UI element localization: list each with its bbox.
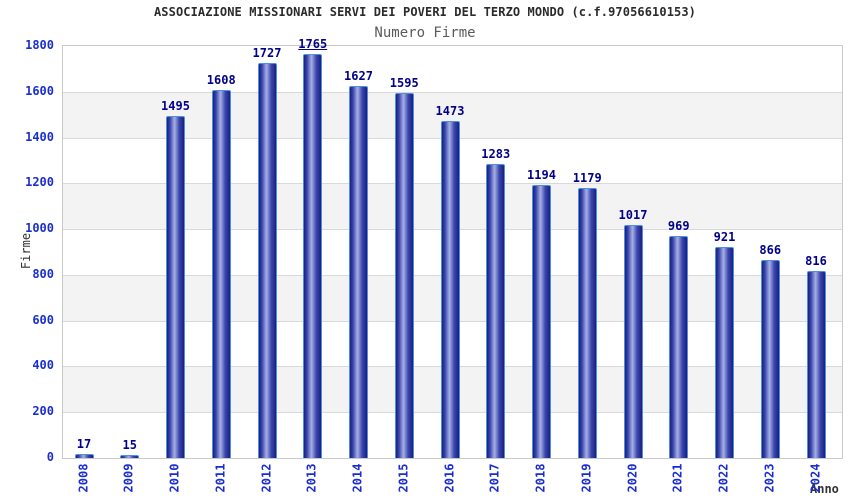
bar-value-label: 1595 [389, 75, 419, 90]
x-tick-label: 2009 [121, 463, 136, 493]
x-tick-label: 2014 [350, 463, 365, 493]
bar [74, 454, 94, 458]
y-tick-label: 1200 [25, 175, 54, 190]
y-tick-label: 200 [32, 404, 54, 419]
plot-area: 17 15 1495 1608 1727 1765 1627 1595 1473 1283 1194… [62, 37, 843, 459]
bar [120, 454, 140, 458]
bar-value-label: 15 [122, 437, 137, 452]
bar-value-label: 866 [759, 242, 782, 257]
bar [532, 184, 551, 458]
x-tick-label: 2022 [716, 463, 731, 493]
bar [349, 85, 368, 458]
bar-value-label: 1473 [435, 103, 465, 118]
y-tick-label: 1800 [25, 38, 54, 52]
x-tick-label: 2012 [259, 463, 273, 493]
x-axis-label: Anno [810, 482, 839, 496]
bar [257, 62, 277, 458]
bar [623, 225, 643, 458]
x-tick-label: 2013 [304, 463, 319, 493]
bar-value-label: 17 [76, 437, 92, 452]
y-tick-label: 1600 [25, 83, 54, 98]
y-tick-label: 0 [46, 450, 54, 464]
bar [806, 271, 826, 458]
x-tick-label: 2016 [442, 463, 456, 493]
chart-subtitle: Numero Firme [374, 25, 476, 41]
bar [166, 115, 185, 458]
y-tick-label: 600 [32, 312, 54, 327]
bar [577, 188, 597, 458]
bar [394, 92, 414, 458]
bar-value-label: 1765 [298, 37, 328, 52]
bar-value-label: 1608 [206, 72, 236, 87]
bar-value-label: 816 [805, 254, 827, 269]
bar [486, 164, 506, 458]
bar [760, 259, 780, 458]
x-tick-label: 2020 [625, 463, 639, 493]
x-tick-label: 2008 [76, 463, 90, 493]
x-tick-label: 2018 [533, 463, 548, 493]
bar [440, 120, 460, 458]
x-tick-label: 2023 [762, 463, 777, 493]
bar [211, 89, 231, 458]
x-tick-label: 2017 [487, 463, 502, 493]
gridline [63, 91, 842, 93]
bar-value-label: 1283 [481, 147, 511, 162]
bar [669, 236, 689, 458]
x-tick-label: 2015 [396, 463, 411, 493]
bar [715, 247, 734, 458]
bar-value-label: 1179 [572, 171, 602, 186]
bar-value-label: 1627 [344, 68, 373, 83]
y-tick-label: 1000 [25, 221, 54, 236]
x-tick-label: 2021 [670, 463, 685, 493]
bar-value-label: 1017 [618, 208, 648, 223]
y-tick-label: 800 [32, 266, 54, 281]
x-tick-label: 2024 [808, 463, 822, 493]
bar-value-label: 1194 [527, 167, 556, 182]
bar-value-label: 1727 [252, 45, 282, 60]
bar [303, 54, 323, 458]
bar-value-label: 969 [667, 219, 690, 234]
bar-value-label: 1495 [161, 98, 190, 113]
chart-title: ASSOCIAZIONE MISSIONARI SERVI DEI POVERI… [153, 5, 697, 19]
x-tick-label: 2019 [579, 463, 594, 493]
x-tick-label: 2011 [213, 463, 228, 493]
bar-value-label: 921 [713, 230, 736, 245]
x-tick-label: 2010 [167, 463, 182, 493]
y-tick-label: 400 [32, 358, 54, 373]
y-tick-label: 1400 [25, 129, 54, 144]
